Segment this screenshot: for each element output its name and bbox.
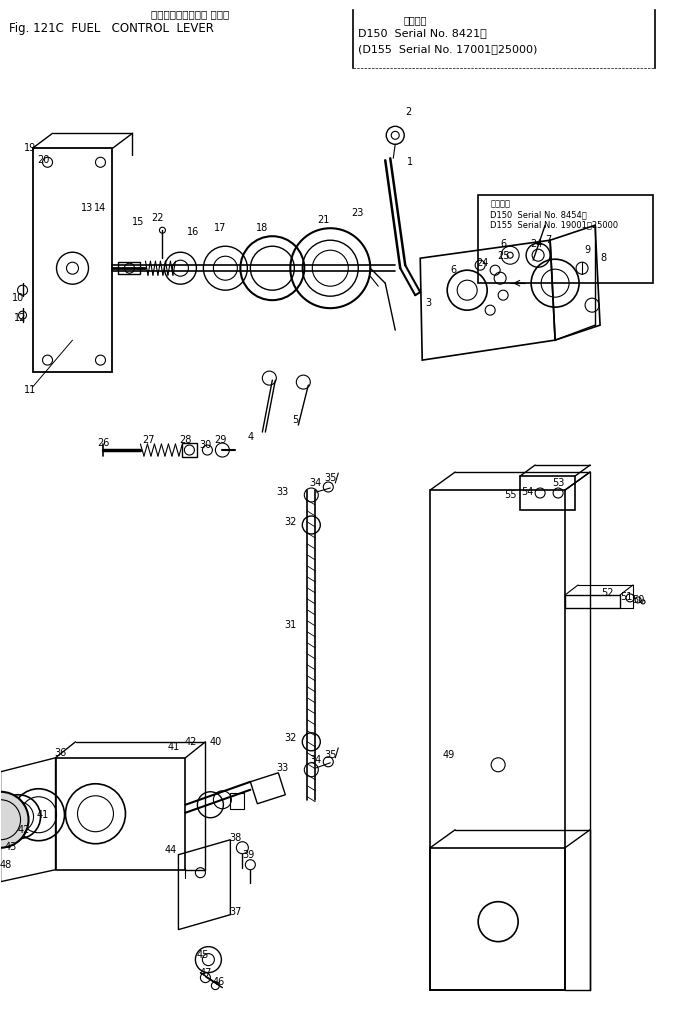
Text: 35: 35	[324, 749, 336, 760]
Text: 54: 54	[521, 487, 534, 497]
Text: 51: 51	[620, 592, 632, 602]
Text: 36: 36	[54, 747, 66, 758]
Text: フェルコントロール レバー: フェルコントロール レバー	[151, 9, 229, 19]
Text: 35: 35	[324, 473, 336, 483]
Bar	[478, 195, 653, 283]
Text: 25: 25	[497, 251, 510, 262]
Text: 12: 12	[14, 313, 27, 323]
Text: 6: 6	[450, 266, 456, 275]
Text: Fig. 121C  FUEL   CONTROL  LEVER: Fig. 121C FUEL CONTROL LEVER	[8, 22, 214, 35]
Text: 15: 15	[132, 217, 145, 227]
Text: 適用号機: 適用号機	[403, 15, 427, 25]
Text: 34: 34	[309, 478, 321, 488]
Text: 41: 41	[167, 741, 179, 751]
Text: 24: 24	[530, 239, 543, 249]
Text: 13: 13	[82, 203, 94, 213]
Text: 14: 14	[95, 203, 107, 213]
Text: (D155  Serial No. 17001～25000): (D155 Serial No. 17001～25000)	[358, 44, 538, 55]
Text: 24: 24	[476, 259, 488, 269]
Text: 32: 32	[284, 517, 297, 527]
Text: 46: 46	[212, 977, 225, 987]
Text: 42: 42	[184, 737, 197, 746]
Text: 5: 5	[292, 415, 299, 425]
Text: 44: 44	[164, 844, 177, 854]
Text: 4: 4	[247, 432, 253, 442]
Text: 23: 23	[351, 208, 364, 218]
Text: 42: 42	[17, 825, 29, 834]
Text: 3: 3	[425, 298, 432, 308]
Text: 33: 33	[276, 763, 288, 773]
Text: 49: 49	[442, 749, 454, 760]
Text: 6: 6	[500, 239, 506, 249]
Text: 適用号機: 適用号機	[490, 200, 510, 209]
Text: 55: 55	[504, 490, 516, 500]
Bar	[230, 793, 245, 809]
Text: 37: 37	[229, 907, 242, 917]
Bar	[182, 443, 197, 458]
Text: 47: 47	[199, 968, 212, 978]
Text: 21: 21	[317, 215, 329, 225]
Text: 39: 39	[242, 849, 255, 860]
Circle shape	[0, 792, 29, 847]
Text: 11: 11	[25, 385, 37, 395]
Text: 28: 28	[179, 435, 192, 445]
Text: 20: 20	[38, 156, 50, 166]
Text: D155  Serial No. 19001～25000: D155 Serial No. 19001～25000	[490, 221, 619, 229]
Text: 32: 32	[284, 733, 297, 742]
Text: 40: 40	[209, 737, 221, 746]
Bar	[119, 263, 140, 274]
Text: 34: 34	[309, 754, 321, 765]
Text: 31: 31	[284, 620, 297, 630]
Text: 10: 10	[12, 293, 25, 303]
Text: 38: 38	[229, 832, 242, 842]
Text: 30: 30	[199, 440, 212, 450]
Text: 16: 16	[187, 227, 199, 237]
Text: 18: 18	[256, 223, 269, 233]
Text: 43: 43	[4, 841, 16, 851]
Text: 2: 2	[405, 107, 412, 117]
Text: 33: 33	[276, 487, 288, 497]
Text: 53: 53	[552, 478, 564, 488]
Text: 8: 8	[600, 254, 606, 264]
Text: 27: 27	[142, 435, 155, 445]
Text: 7: 7	[545, 235, 551, 245]
Text: D150  Serial No. 8454～: D150 Serial No. 8454～	[490, 211, 587, 220]
Text: 45: 45	[196, 949, 209, 960]
Text: D150  Serial No. 8421～: D150 Serial No. 8421～	[358, 28, 487, 38]
Text: 48: 48	[0, 860, 12, 870]
Text: 41: 41	[36, 810, 49, 820]
Text: 52: 52	[601, 588, 613, 598]
Text: 17: 17	[214, 223, 227, 233]
Text: 9: 9	[584, 245, 590, 256]
Text: 26: 26	[97, 438, 110, 448]
Text: 1: 1	[407, 158, 413, 168]
Text: 29: 29	[214, 435, 227, 445]
Text: 50: 50	[632, 595, 644, 605]
Text: 22: 22	[151, 213, 164, 223]
Text: 19: 19	[25, 143, 37, 154]
